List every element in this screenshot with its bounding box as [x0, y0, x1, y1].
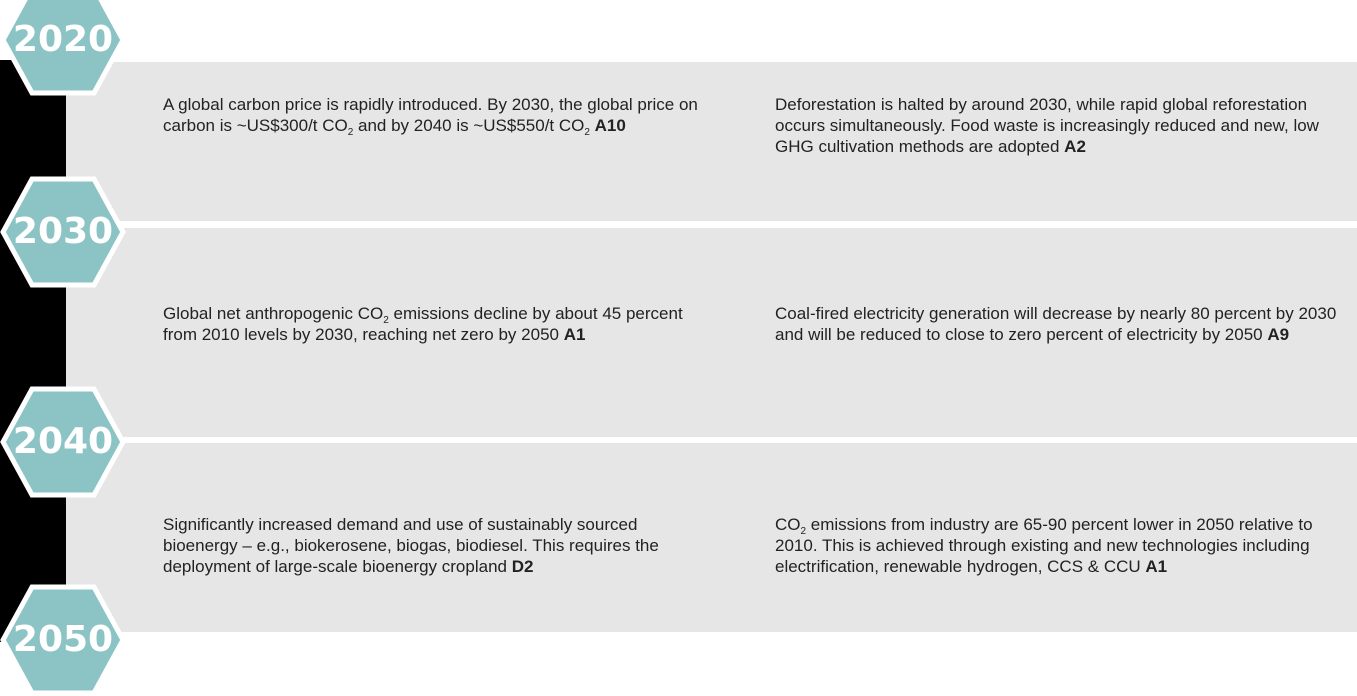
text: Deforestation is halted by around 2030, … [775, 95, 1319, 156]
milestone-text: Deforestation is halted by around 2030, … [775, 94, 1350, 157]
milestone-text: CO2 emissions from industry are 65-90 pe… [775, 514, 1350, 577]
text: A global carbon price is rapidly introdu… [163, 95, 698, 135]
year-marker: 2020 [0, 0, 126, 96]
band [66, 228, 1357, 437]
year-marker: 2050 [0, 584, 126, 696]
text: Coal-fired electricity generation will d… [775, 304, 1337, 344]
text: CO [775, 515, 801, 534]
reference-code: A2 [1064, 137, 1086, 156]
year-marker: 2030 [0, 176, 126, 288]
milestone-text: A global carbon price is rapidly introdu… [163, 94, 711, 138]
year-label: 2020 [12, 19, 114, 60]
hexagon [0, 0, 126, 96]
hexagon [0, 386, 126, 498]
subscript: 2 [584, 127, 590, 138]
year-label: 2040 [12, 421, 114, 462]
reference-code: A1 [563, 325, 586, 344]
band [66, 443, 1357, 632]
text: emissions from industry are 65-90 percen… [775, 515, 1313, 576]
milestone-text: Coal-fired electricity generation will d… [775, 303, 1350, 345]
band [66, 62, 1357, 221]
text: Significantly increased demand and use o… [163, 515, 659, 576]
milestone-text: Global net anthropogenic CO2 emissions d… [163, 303, 711, 345]
year-label: 2050 [12, 619, 114, 660]
timeline-spine [0, 60, 66, 642]
year-marker: 2040 [0, 386, 126, 498]
hexagon [0, 176, 126, 288]
subscript: 2 [800, 526, 807, 537]
milestone-text: Significantly increased demand and use o… [163, 514, 711, 577]
subscript: 2 [347, 127, 354, 138]
text: and by 2040 is ~US$550/t CO [353, 116, 585, 135]
text: emissions decline by about 45 percent fr… [163, 304, 683, 344]
reference-code: A10 [594, 116, 626, 135]
reference-code: A9 [1267, 325, 1290, 344]
subscript: 2 [383, 315, 389, 326]
year-label: 2030 [12, 211, 114, 252]
reference-code: A1 [1145, 557, 1168, 576]
reference-code: D2 [511, 557, 534, 576]
text: Global net anthropogenic CO [163, 304, 384, 323]
